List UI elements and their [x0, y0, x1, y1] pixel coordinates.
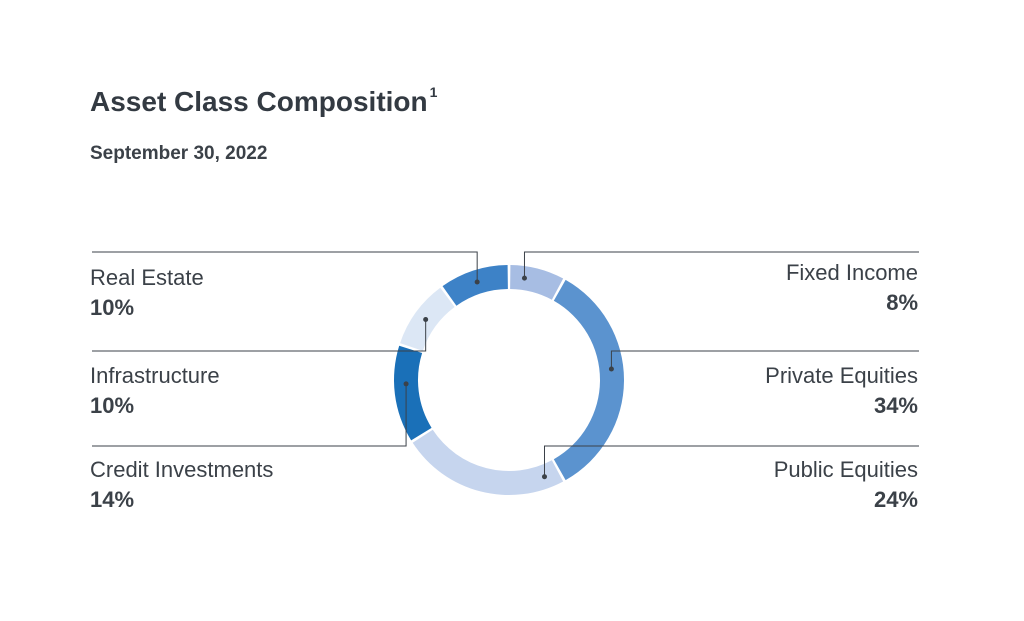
slice-name-credit-investments: Credit Investments: [90, 457, 274, 482]
leader-line-public-equities: [541, 445, 919, 480]
slice-value-real-estate: 10%: [90, 295, 135, 320]
slice-value-private-equities: 34%: [873, 393, 918, 418]
legend-label-fixed-income: Fixed Income 8%: [786, 258, 918, 318]
slice-value-infrastructure: 10%: [90, 393, 135, 418]
leader-line-fixed-income: [521, 251, 919, 281]
slice-private-equities: [553, 279, 624, 481]
slice-real-estate: [442, 265, 508, 306]
legend-label-real-estate: Real Estate 10%: [90, 263, 204, 323]
slice-name-real-estate: Real Estate: [90, 265, 204, 290]
leader-line-infrastructure: [92, 316, 429, 352]
slice-fixed-income: [510, 265, 564, 300]
leader-line-credit-investments: [92, 381, 409, 447]
leader-line-private-equities: [608, 350, 919, 372]
legend-label-credit-investments: Credit Investments 14%: [90, 455, 273, 515]
slice-value-public-equities: 24%: [873, 487, 918, 512]
legend-label-private-equities: Private Equities 34%: [765, 361, 918, 421]
slice-public-equities: [412, 429, 564, 495]
slice-name-infrastructure: Infrastructure: [90, 363, 220, 388]
title-footnote-marker: 1: [429, 84, 438, 100]
slice-name-fixed-income: Fixed Income: [785, 260, 918, 285]
leader-line-real-estate: [92, 251, 480, 285]
slice-name-private-equities: Private Equities: [765, 363, 918, 388]
chart-title: Asset Class Composition 1: [90, 84, 437, 118]
chart-subtitle: September 30, 2022: [90, 143, 268, 164]
slice-name-public-equities: Public Equities: [773, 457, 918, 482]
legend-label-infrastructure: Infrastructure 10%: [90, 361, 220, 421]
slice-value-fixed-income: 8%: [886, 290, 918, 315]
legend-label-public-equities: Public Equities 24%: [774, 455, 918, 515]
slice-credit-investments: [394, 345, 432, 441]
chart-title-text: Asset Class Composition: [90, 86, 428, 117]
slice-value-credit-investments: 14%: [90, 487, 135, 512]
